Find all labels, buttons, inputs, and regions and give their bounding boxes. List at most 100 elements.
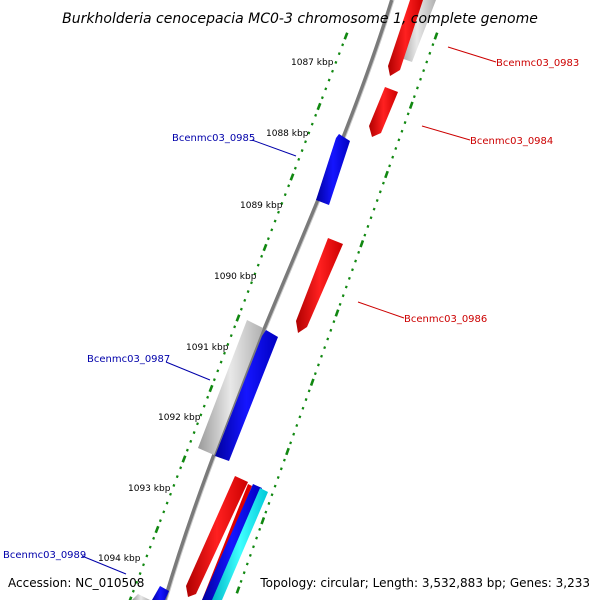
gene-arrow-bcenmc03-0984[interactable] xyxy=(369,87,398,137)
gene-label-bcenmc03-0987[interactable]: Bcenmc03_0987 xyxy=(87,354,170,365)
tick-track-right xyxy=(235,32,439,594)
minor-tick xyxy=(431,43,435,47)
gene-label-bcenmc03-0984[interactable]: Bcenmc03_0984 xyxy=(470,136,553,147)
minor-tick xyxy=(279,467,283,471)
gene-arrow-red-bottom-2[interactable] xyxy=(202,484,252,600)
tick-label: 1094 kbp xyxy=(98,554,141,564)
minor-tick xyxy=(189,439,193,443)
minor-tick xyxy=(307,131,311,135)
minor-tick xyxy=(223,351,226,355)
major-tick xyxy=(260,517,266,525)
minor-tick xyxy=(252,545,255,549)
minor-tick xyxy=(363,233,367,237)
major-tick xyxy=(343,32,349,40)
minor-tick xyxy=(338,302,342,306)
gene-label-bcenmc03-0985[interactable]: Bcenmc03_0985 xyxy=(172,133,255,144)
tick-track-left xyxy=(128,32,349,600)
minor-tick xyxy=(245,562,249,566)
minor-tick xyxy=(145,554,149,558)
minor-tick xyxy=(327,78,331,82)
minor-tick xyxy=(277,210,280,214)
minor-tick xyxy=(334,60,338,64)
minor-tick xyxy=(216,369,220,373)
leader-line-bcenmc03-0987 xyxy=(165,361,211,381)
major-tick xyxy=(309,378,315,386)
minor-tick xyxy=(243,298,247,302)
minor-tick xyxy=(233,325,237,329)
minor-tick xyxy=(375,198,379,202)
minor-tick xyxy=(212,378,216,382)
map-title: Burkholderia cenocepacia MC0-3 chromosom… xyxy=(62,11,538,27)
topology-text: Topology: circular; Length: 3,532,883 bp… xyxy=(259,576,590,590)
minor-tick xyxy=(246,290,250,294)
major-tick xyxy=(359,240,365,248)
gene-arrow-bcenmc03-0987[interactable] xyxy=(215,330,278,461)
gene-arrow-bcenmc03-0989[interactable] xyxy=(152,586,169,600)
major-tick xyxy=(128,596,133,600)
gene-label-bcenmc03-0989[interactable]: Bcenmc03_0989 xyxy=(3,550,86,561)
minor-tick xyxy=(260,254,264,258)
minor-tick xyxy=(226,342,230,346)
major-tick xyxy=(408,101,414,109)
minor-tick xyxy=(316,363,320,367)
minor-tick xyxy=(199,413,203,417)
gene-arrow-bcenmc03-0985[interactable] xyxy=(316,134,350,205)
major-tick xyxy=(289,173,295,181)
minor-tick xyxy=(351,268,354,272)
minor-tick xyxy=(142,563,145,567)
gene-label-bcenmc03-0986[interactable]: Bcenmc03_0986 xyxy=(404,314,487,325)
minor-tick xyxy=(378,190,382,194)
gc-skew-block xyxy=(198,320,263,455)
minor-tick xyxy=(192,431,196,435)
minor-tick xyxy=(206,395,210,399)
minor-tick xyxy=(419,77,422,81)
tick-label: 1089 kbp xyxy=(240,201,283,211)
minor-tick xyxy=(324,87,328,91)
minor-tick xyxy=(304,140,307,144)
tick-label: 1092 kbp xyxy=(158,413,201,423)
minor-tick xyxy=(148,545,152,549)
minor-tick xyxy=(239,579,243,583)
gc-skew-block xyxy=(132,594,150,600)
minor-tick xyxy=(273,219,277,223)
minor-tick xyxy=(344,285,348,289)
minor-tick xyxy=(301,406,305,410)
minor-tick xyxy=(266,237,270,241)
leader-line-bcenmc03-0983 xyxy=(447,46,497,63)
gene-arrow-bcenmc03-0983[interactable] xyxy=(388,0,423,76)
minor-tick xyxy=(320,96,324,100)
minor-tick xyxy=(400,129,404,133)
gene-arrow-blue-bottom[interactable] xyxy=(202,484,262,600)
minor-tick xyxy=(422,69,426,73)
minor-tick xyxy=(255,536,259,540)
minor-tick xyxy=(366,224,370,228)
minor-tick xyxy=(256,263,260,267)
minor-tick xyxy=(229,334,233,338)
gene-arrow-red-bottom[interactable] xyxy=(186,476,248,597)
minor-tick xyxy=(354,259,358,263)
minor-tick xyxy=(357,250,361,254)
major-tick xyxy=(181,455,187,463)
minor-tick xyxy=(313,372,317,376)
tick-label: 1093 kbp xyxy=(128,484,171,494)
minor-tick xyxy=(162,510,166,514)
minor-tick xyxy=(320,354,323,358)
minor-tick xyxy=(292,432,296,436)
minor-tick xyxy=(314,113,318,117)
gene-arrow-bcenmc03-0986[interactable] xyxy=(296,238,343,333)
minor-tick xyxy=(264,510,268,514)
minor-tick xyxy=(253,272,257,276)
minor-tick xyxy=(172,483,176,487)
minor-tick xyxy=(341,294,345,298)
minor-tick xyxy=(391,155,395,159)
minor-tick xyxy=(403,121,407,125)
minor-tick xyxy=(179,466,183,470)
minor-tick xyxy=(276,475,280,479)
minor-tick xyxy=(310,122,314,126)
minor-tick xyxy=(138,572,142,576)
major-tick xyxy=(154,525,160,534)
minor-tick xyxy=(425,60,429,64)
gene-label-bcenmc03-0983[interactable]: Bcenmc03_0983 xyxy=(496,58,579,69)
minor-tick xyxy=(185,448,189,452)
major-tick xyxy=(235,586,241,594)
